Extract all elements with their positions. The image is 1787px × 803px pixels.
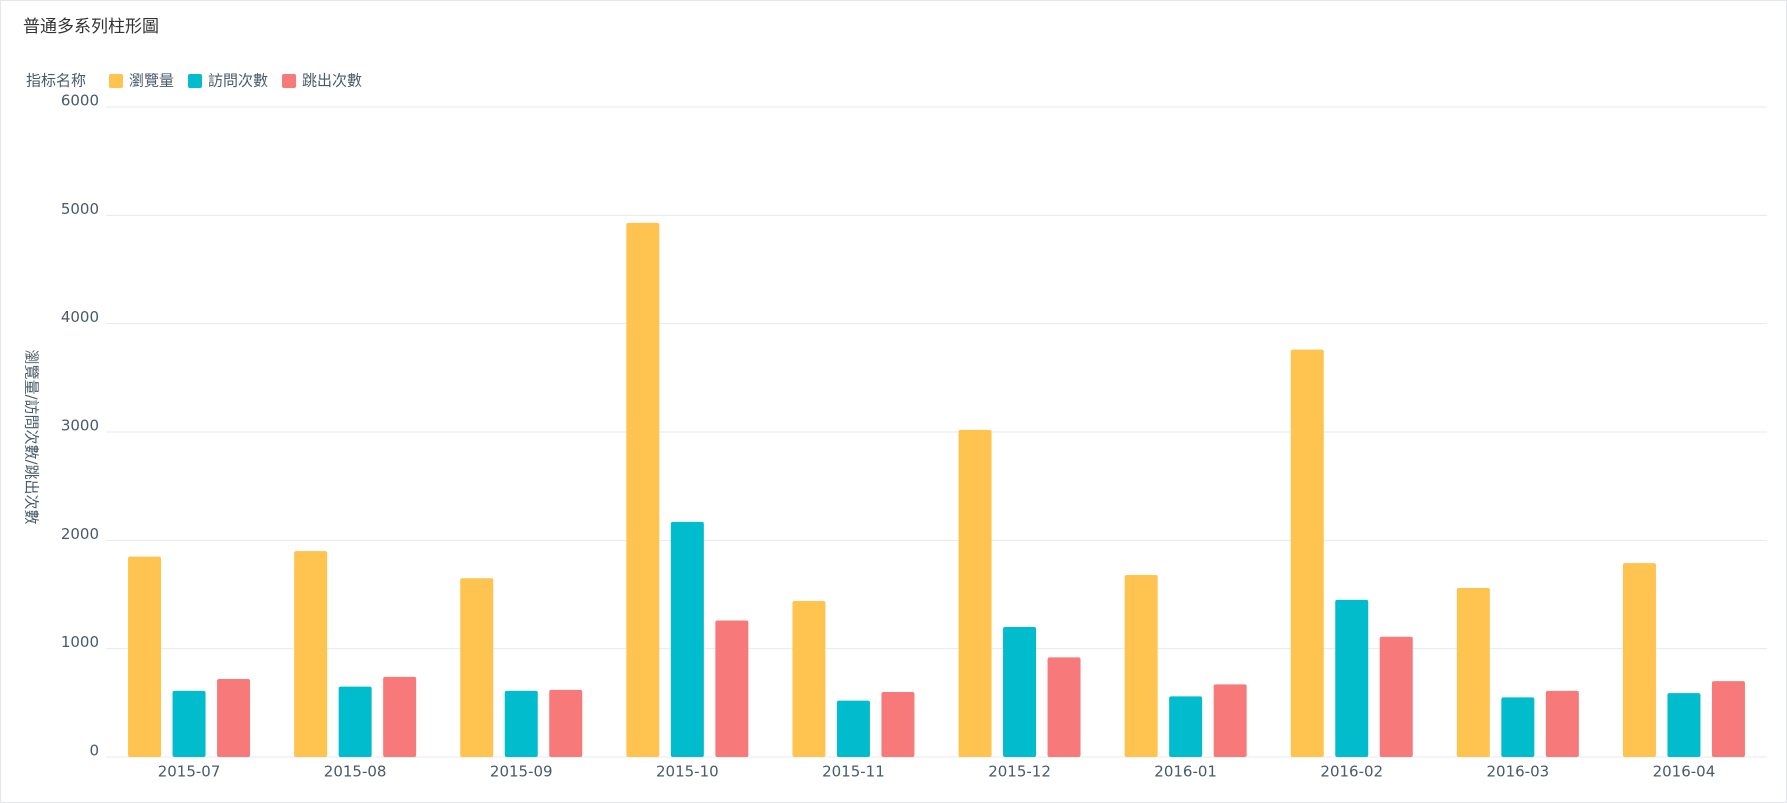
y-tick-label: 2000 — [61, 525, 99, 543]
bar — [1047, 657, 1081, 757]
bar — [1667, 693, 1701, 757]
bar — [460, 578, 494, 757]
y-tick-label: 1000 — [61, 633, 99, 651]
x-tick-label: 2016-03 — [1487, 763, 1550, 781]
x-tick-label: 2016-02 — [1320, 763, 1383, 781]
x-tick-label: 2015-09 — [490, 763, 553, 781]
y-tick-label: 4000 — [61, 308, 99, 326]
legend-label: 瀏覽量 — [129, 72, 174, 90]
chart-title: 普通多系列柱形圖 — [23, 17, 159, 37]
bar — [128, 556, 162, 757]
x-tick-label: 2015-07 — [158, 763, 221, 781]
legend-swatch — [188, 74, 203, 88]
bar — [504, 690, 538, 757]
x-tick-label: 2016-04 — [1653, 763, 1716, 781]
x-tick-label: 2016-01 — [1154, 763, 1217, 781]
legend-title: 指标名称 — [26, 72, 86, 90]
y-axis-label: 瀏覽量/訪問次數/跳出次數 — [23, 349, 41, 524]
legend-swatch — [109, 74, 123, 88]
bar — [792, 601, 826, 757]
x-tick-label: 2015-12 — [988, 763, 1051, 781]
bar — [626, 222, 660, 757]
bar — [294, 551, 328, 757]
bar — [1545, 690, 1579, 757]
bar — [1711, 681, 1745, 757]
x-tick-label: 2015-10 — [656, 763, 719, 781]
bar — [1290, 349, 1324, 757]
bar — [1335, 599, 1369, 757]
y-tick-label: 0 — [89, 742, 99, 760]
y-tick-label: 5000 — [61, 200, 99, 218]
bar — [1213, 684, 1247, 757]
bar — [1124, 575, 1158, 757]
bar — [383, 676, 417, 757]
legend-label: 訪問次數 — [208, 72, 268, 90]
x-tick-label: 2015-08 — [324, 763, 387, 781]
bar — [549, 689, 583, 757]
bar — [1456, 588, 1490, 757]
bar — [338, 686, 372, 757]
bar — [172, 690, 206, 757]
legend-swatch — [282, 74, 297, 88]
bar — [1169, 696, 1203, 757]
bar — [958, 429, 992, 757]
bar — [1501, 697, 1535, 757]
bar — [836, 700, 870, 757]
y-tick-label: 3000 — [61, 417, 99, 435]
y-tick-label: 6000 — [61, 92, 99, 110]
bar — [670, 521, 704, 757]
bar — [881, 692, 915, 757]
legend-label: 跳出次數 — [302, 72, 362, 90]
bar — [217, 679, 251, 757]
bar — [1622, 563, 1656, 757]
bar — [715, 620, 749, 757]
bar — [1379, 636, 1413, 757]
x-tick-label: 2015-11 — [822, 763, 885, 781]
bar — [1003, 627, 1037, 757]
